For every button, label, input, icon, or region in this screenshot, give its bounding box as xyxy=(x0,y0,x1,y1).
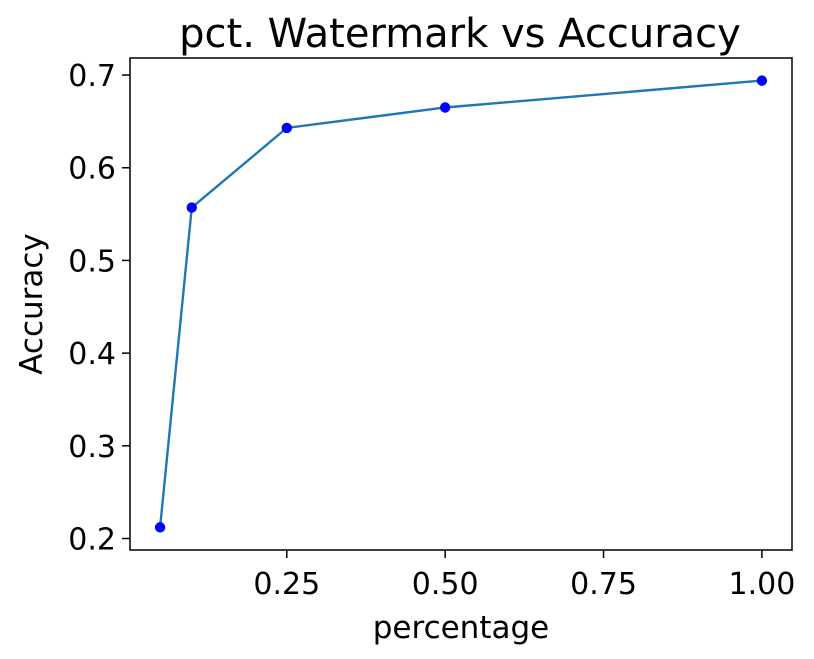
data-point xyxy=(756,75,768,86)
x-tick-label: 0.75 xyxy=(570,567,637,602)
y-tick-label: 0.3 xyxy=(68,430,116,465)
y-axis-label: Accuracy xyxy=(14,233,50,375)
y-tick-label: 0.5 xyxy=(68,244,116,279)
x-tick-label: 0.25 xyxy=(253,567,320,602)
series-line xyxy=(158,79,764,529)
data-point xyxy=(281,122,292,134)
data-point xyxy=(186,202,197,213)
plot-frame xyxy=(129,57,793,551)
y-tick-label: 0.2 xyxy=(68,523,116,558)
chart-title: pct. Watermark vs Accuracy xyxy=(179,11,741,57)
x-axis-label: percentage xyxy=(373,610,549,646)
x-tick-label: 1.00 xyxy=(729,567,796,602)
x-tick-label: 0.50 xyxy=(412,567,479,602)
y-tick-label: 0.6 xyxy=(68,152,116,187)
y-axis-ticks: 0.2 0.3 0.4 0.5 0.6 0.7 xyxy=(68,59,130,558)
series-layer xyxy=(154,75,768,533)
data-point xyxy=(154,522,166,533)
y-tick-label: 0.7 xyxy=(68,59,116,94)
y-tick-label: 0.4 xyxy=(68,337,116,372)
data-point xyxy=(439,102,451,113)
x-axis-ticks: 0.25 0.50 0.75 1.00 xyxy=(253,550,795,602)
